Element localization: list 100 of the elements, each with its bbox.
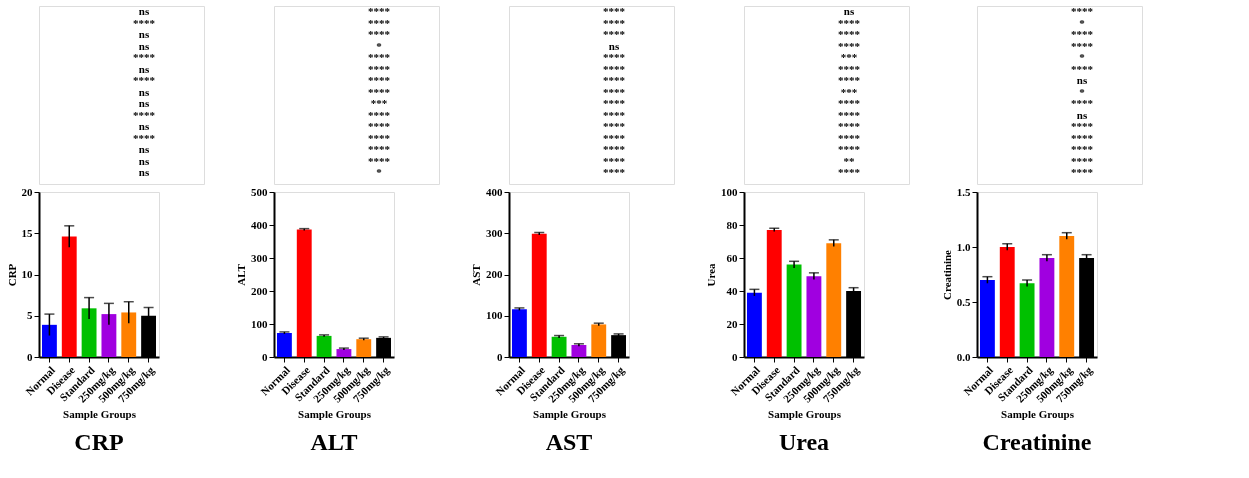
y-tick-label: 100 (486, 309, 503, 322)
text: *** (840, 85, 858, 98)
text: **** (368, 62, 391, 75)
text: ns (1076, 108, 1088, 121)
bar (41, 324, 57, 357)
text: * (376, 39, 383, 52)
text: **** (1071, 120, 1094, 132)
x-axis-title: Sample Groups (298, 407, 372, 420)
text: **** (603, 5, 626, 17)
y-tick-label: 20 (726, 317, 738, 330)
y-tick-label: 5 (27, 309, 33, 322)
text: **** (368, 108, 391, 121)
text: **** (603, 143, 626, 155)
text: **** (368, 16, 391, 29)
text: ns (608, 39, 620, 52)
text: **** (838, 16, 861, 29)
text: **** (1071, 39, 1094, 52)
x-axis-title: Sample Groups (768, 407, 842, 420)
text: **** (368, 74, 391, 86)
y-axis-title: Urea (705, 263, 717, 287)
text: Urea (778, 429, 830, 456)
text: ns (138, 120, 150, 132)
y-tick-label: 300 (486, 226, 503, 239)
text: **** (838, 39, 861, 52)
text: **** (603, 154, 626, 167)
bar (571, 345, 587, 357)
y-tick-label: 20 (21, 185, 33, 198)
y-tick-label: 500 (251, 185, 268, 198)
y-tick-label: 0.0 (956, 350, 971, 363)
text: **** (838, 97, 861, 109)
text: **** (1071, 166, 1094, 178)
bar (766, 229, 782, 357)
text: **** (603, 85, 626, 98)
bar (121, 312, 137, 357)
text: * (1079, 85, 1086, 98)
text: AST (545, 429, 593, 456)
y-tick-label: 0 (732, 350, 738, 363)
bar (356, 339, 372, 357)
bar (276, 332, 292, 357)
text: ns (138, 166, 150, 178)
text: **** (838, 108, 861, 121)
x-axis-title: Sample Groups (533, 407, 607, 420)
text: ns (138, 143, 150, 155)
text: **** (368, 51, 391, 63)
bar (81, 308, 97, 357)
text: ns (1076, 74, 1088, 86)
y-tick-label: 40 (726, 284, 738, 297)
text: **** (1071, 154, 1094, 167)
x-axis-title: Sample Groups (1001, 407, 1075, 420)
text: * (1079, 51, 1086, 63)
y-tick-label: 0.5 (956, 295, 971, 308)
text: *** (370, 97, 388, 109)
y-axis-title: AST (470, 263, 482, 286)
text: **** (368, 28, 391, 40)
text: **** (133, 16, 156, 29)
y-tick-label: 0 (27, 350, 33, 363)
text: **** (1071, 28, 1094, 40)
text: ns (138, 97, 150, 109)
text: **** (603, 62, 626, 75)
y-tick-label: 15 (21, 226, 33, 239)
y-tick-label: 10 (21, 268, 33, 280)
text: **** (1071, 97, 1094, 109)
bar (296, 229, 312, 357)
bar (101, 314, 117, 357)
text: ns (138, 39, 150, 52)
y-tick-label: 200 (251, 284, 268, 297)
bar (591, 324, 607, 357)
text: **** (838, 62, 861, 75)
text: **** (1071, 143, 1094, 155)
text: ns (138, 154, 150, 167)
bar (61, 236, 77, 357)
y-tick-label: 1.0 (956, 240, 971, 253)
y-tick-label: 0 (262, 350, 268, 363)
text: **** (133, 108, 156, 121)
y-axis-title: ALT (235, 263, 247, 286)
text: ** (843, 154, 855, 167)
text: **** (368, 154, 391, 167)
text: **** (603, 97, 626, 109)
y-tick-label: 200 (486, 268, 503, 280)
text: **** (603, 28, 626, 40)
text: **** (838, 166, 861, 178)
bar (316, 335, 332, 357)
text: ns (138, 5, 150, 17)
text: **** (368, 85, 391, 98)
y-tick-label: 300 (251, 251, 268, 264)
text: * (1079, 16, 1086, 29)
y-tick-label: 1.5 (956, 185, 971, 198)
text: **** (1071, 131, 1094, 144)
y-tick-label: 100 (251, 317, 268, 330)
text: Creatinine (982, 429, 1092, 456)
text: **** (603, 131, 626, 144)
y-tick-label: 400 (251, 218, 268, 231)
text: **** (368, 5, 391, 17)
text: *** (840, 51, 858, 63)
text: ns (138, 28, 150, 40)
text: **** (838, 120, 861, 132)
text: **** (368, 143, 391, 155)
text: ALT (310, 429, 358, 456)
text: CRP (74, 429, 124, 456)
y-tick-label: 100 (721, 185, 738, 198)
